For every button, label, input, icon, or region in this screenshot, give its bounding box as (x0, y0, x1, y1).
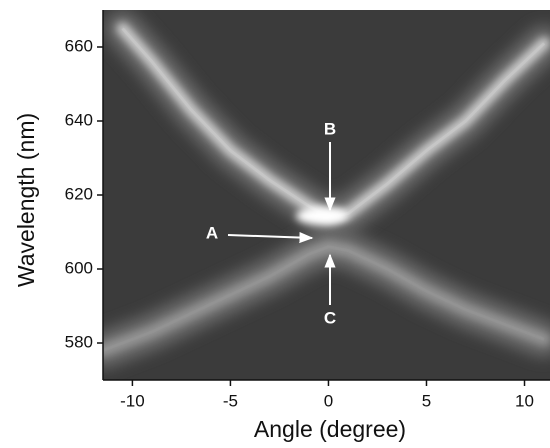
x-tick-label: 5 (422, 391, 431, 410)
y-tick-label: 640 (65, 110, 93, 129)
annotation: C (324, 308, 336, 327)
y-tick-label: 620 (65, 184, 93, 203)
x-axis-title: Angle (degree) (254, 416, 406, 442)
y-tick-label: 580 (65, 332, 93, 351)
annotation: A (206, 223, 218, 242)
dispersion-curve (103, 245, 545, 352)
x-tick-label: 0 (324, 391, 333, 410)
band-core (103, 240, 550, 357)
y-axis-title: Wavelength (nm) (13, 113, 39, 287)
x-tick-label: -10 (120, 391, 145, 410)
arrow-a (227, 231, 314, 244)
x-tick-label: 10 (515, 391, 534, 410)
x-tick-label: -5 (223, 391, 238, 410)
bright-spot (296, 207, 348, 225)
y-tick-label: 600 (65, 258, 93, 277)
annotation: B (324, 119, 336, 138)
y-tick-label: 660 (65, 36, 93, 55)
